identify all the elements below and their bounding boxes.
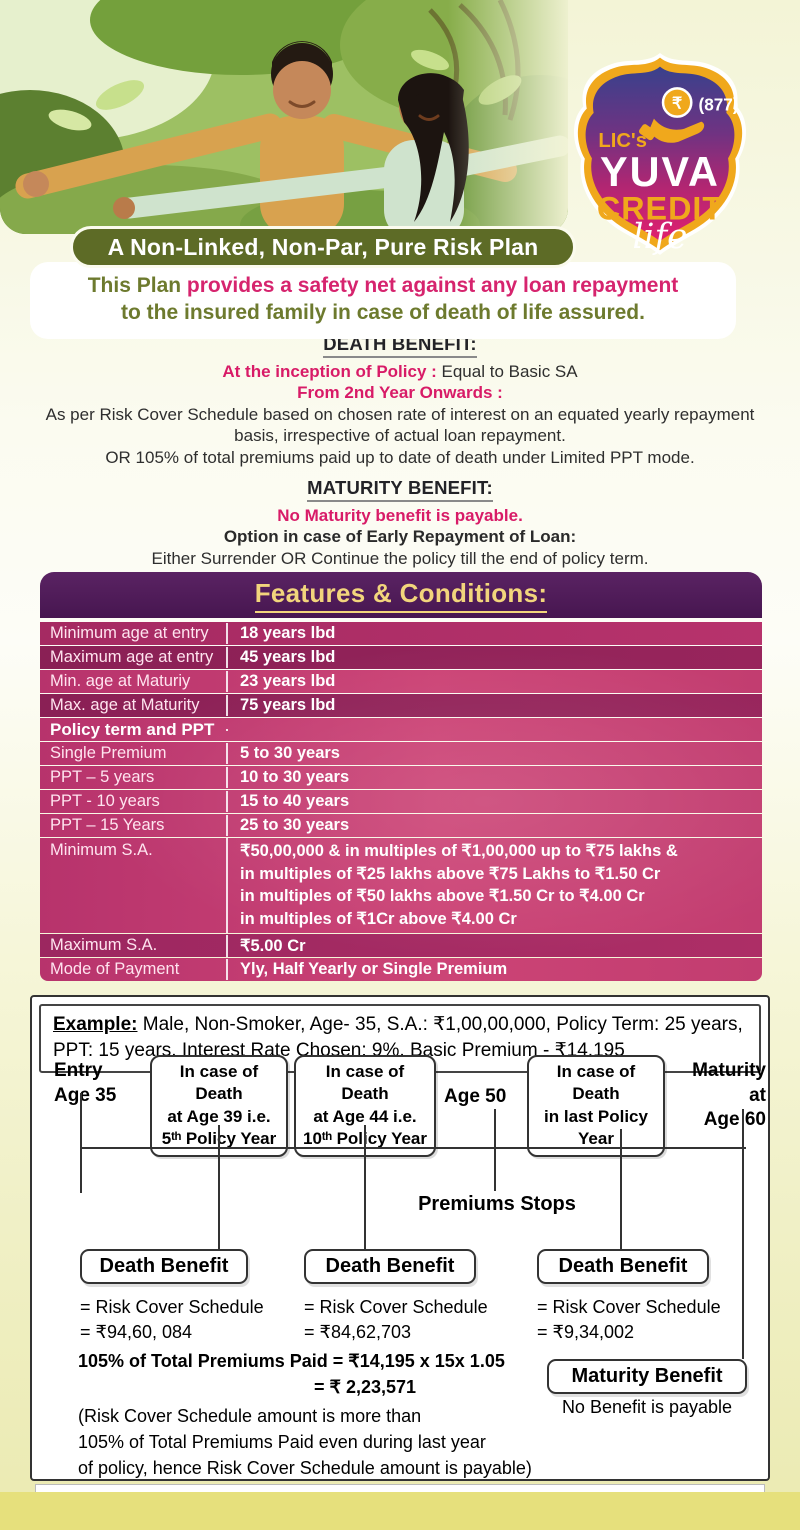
- badge-credit: CREDIT: [597, 191, 723, 227]
- entry-age-label: Entry Age 35: [54, 1060, 117, 1106]
- death-benefit-box-2: Death Benefit: [304, 1249, 476, 1284]
- tick-event-2: [364, 1125, 366, 1251]
- table-row: Policy term and PPT: [40, 718, 762, 741]
- maturity-benefit-title: MATURITY BENEFIT:: [307, 477, 493, 502]
- table-row: Min. age at Maturiy 23 years lbd: [40, 670, 762, 693]
- plan-description: This Plan provides a safety net against …: [30, 262, 736, 339]
- table-row: Maximum age at entry 45 years lbd: [40, 646, 762, 669]
- death-benefit-section: DEATH BENEFIT: At the inception of Polic…: [0, 333, 800, 468]
- table-row: PPT – 15 Years 25 to 30 years: [40, 814, 762, 837]
- features-header: Features & Conditions:: [40, 572, 762, 618]
- example-diagram: Example: Male, Non-Smoker, Age- 35, S.A.…: [30, 995, 770, 1481]
- yuva-credit-badge: ₹ (877) LIC's YUVA CREDIT life: [552, 50, 768, 272]
- tick-age-50: [494, 1109, 496, 1191]
- death-benefit-box-1: Death Benefit: [80, 1249, 248, 1284]
- bottom-band: [0, 1492, 800, 1530]
- table-row: Minimum age at entry 18 years lbd: [40, 622, 762, 645]
- badge-life: life: [633, 217, 688, 257]
- table-row: PPT – 5 years 10 to 30 years: [40, 766, 762, 789]
- desc-pink: provides a safety net against any loan r…: [186, 274, 679, 297]
- maturity-age-label: Maturity at Age 60: [692, 1060, 766, 1131]
- lic-label: LIC's: [598, 130, 647, 152]
- table-row: PPT - 10 years 15 to 40 years: [40, 790, 762, 813]
- benefit-value-2: = Risk Cover Schedule = ₹84,62,703: [304, 1297, 488, 1342]
- inception-line: At the inception of Policy : Equal to Ba…: [222, 361, 578, 381]
- benefit-value-1: = Risk Cover Schedule = ₹94,60, 084: [80, 1297, 264, 1342]
- couple-photo: [0, 0, 568, 234]
- badge-yuva: YUVA: [600, 149, 720, 195]
- maturity-benefit-box: Maturity Benefit: [547, 1359, 747, 1394]
- plan-type-text: A Non-Linked, Non-Par, Pure Risk Plan: [107, 233, 539, 260]
- early-repayment-text: Either Surrender OR Continue the policy …: [151, 548, 649, 568]
- example-footnote: (Risk Cover Schedule amount is more than…: [78, 1406, 532, 1478]
- features-rows: Minimum age at entry 18 years lbd Maximum…: [40, 622, 762, 981]
- benefit-value-3: = Risk Cover Schedule = ₹9,34,002: [537, 1297, 721, 1342]
- table-row: Single Premium 5 to 30 years: [40, 742, 762, 765]
- next-box-sliver: [35, 1484, 765, 1493]
- age-50-label: Age 50: [444, 1086, 507, 1107]
- death-event-2: In case of Death at Age 44 i.e. 10ᵗʰ Pol…: [294, 1055, 436, 1157]
- features-title: Features & Conditions:: [254, 578, 548, 613]
- table-row: Minimum S.A. ₹50,00,000 & in multiples of…: [40, 838, 762, 933]
- table-row: Maximum S.A. ₹5.00 Cr: [40, 934, 762, 957]
- table-row: Mode of Payment Yly, Half Yearly or Singl…: [40, 958, 762, 981]
- shield-shape: [573, 53, 747, 255]
- plan-number: (877): [699, 95, 739, 115]
- death-benefit-box-3: Death Benefit: [537, 1249, 709, 1284]
- premiums-calc-line-2: = ₹ 2,23,571: [314, 1377, 417, 1397]
- premiums-calc-line-1: 105% of Total Premiums Paid = ₹14,195 x …: [78, 1351, 505, 1371]
- rupee-glyph: ₹: [672, 95, 682, 113]
- photo-illustration: [0, 0, 568, 234]
- early-repayment-label: Option in case of Early Repayment of Loa…: [223, 527, 577, 546]
- table-row: Max. age at Maturity 75 years lbd: [40, 694, 762, 717]
- tick-entry: [80, 1093, 82, 1193]
- or-105-text: OR 105% of total premiums paid up to dat…: [105, 447, 695, 467]
- example-label: Example:: [53, 1014, 138, 1035]
- desc-green-2: to the insured family in case of death o…: [121, 301, 645, 325]
- no-maturity-text: No Maturity benefit is payable.: [277, 505, 523, 525]
- desc-green-1: This Plan: [87, 274, 187, 297]
- tick-event-3: [620, 1129, 622, 1251]
- hand-rupee-icon: ₹: [638, 87, 705, 143]
- risk-cover-text: As per Risk Cover Schedule based on chos…: [45, 404, 755, 446]
- tick-event-1: [218, 1125, 220, 1251]
- maturity-benefit-note: No Benefit is payable: [561, 1397, 733, 1417]
- from-second-year: From 2nd Year Onwards :: [297, 383, 503, 402]
- tick-maturity: [742, 1109, 744, 1359]
- maturity-benefit-section: MATURITY BENEFIT: No Maturity benefit is…: [0, 477, 800, 569]
- features-conditions-table: Features & Conditions: Minimum age at en…: [40, 572, 762, 981]
- death-event-3: In case of Death in last Policy Year: [527, 1055, 665, 1157]
- plan-type-pill: A Non-Linked, Non-Par, Pure Risk Plan: [70, 226, 576, 268]
- timeline-axis: [80, 1147, 746, 1149]
- premiums-stops-label: Premiums Stops: [418, 1193, 576, 1215]
